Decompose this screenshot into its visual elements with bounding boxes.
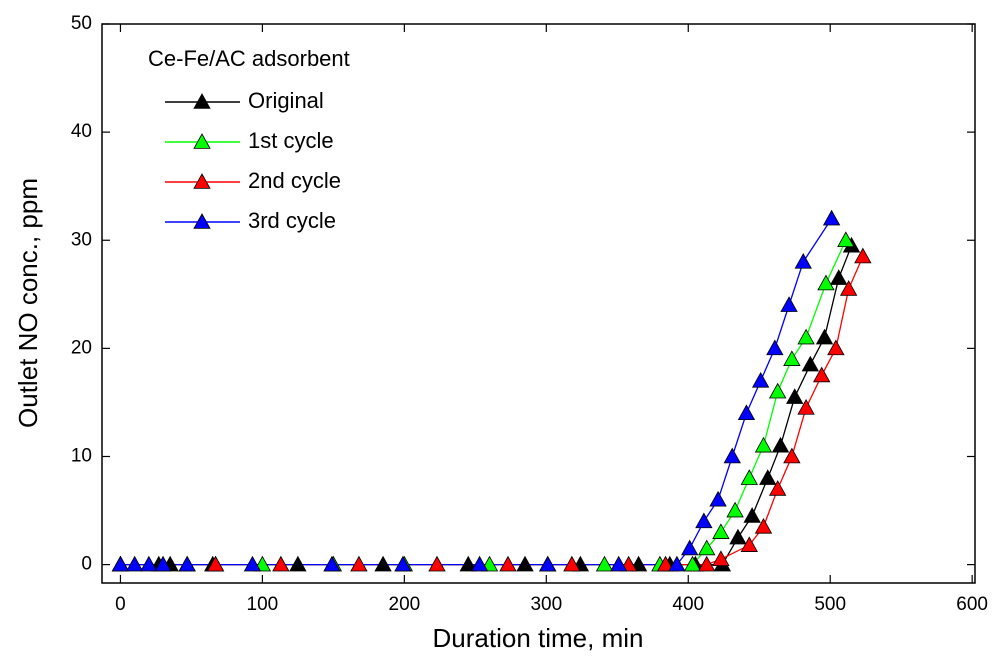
data-point <box>499 555 517 572</box>
data-point <box>771 436 790 453</box>
data-point <box>797 328 815 345</box>
data-point <box>394 555 412 572</box>
data-point <box>797 399 815 415</box>
data-point <box>680 539 699 556</box>
x-tick-label: 600 <box>956 594 988 615</box>
y-tick-label: 40 <box>71 121 92 142</box>
data-point <box>737 404 756 421</box>
legend-label: 2nd cycle <box>248 168 341 193</box>
data-point <box>111 555 130 572</box>
data-point <box>780 296 798 312</box>
x-tick-label: 0 <box>115 594 126 615</box>
data-point <box>813 366 831 383</box>
data-point <box>698 539 716 556</box>
y-tick-label: 50 <box>71 13 92 34</box>
data-point <box>759 469 777 485</box>
data-point <box>470 555 489 572</box>
data-point <box>178 555 196 572</box>
data-point <box>323 555 341 572</box>
data-point <box>516 555 534 572</box>
data-point <box>243 555 262 572</box>
plot-frame <box>101 23 976 584</box>
data-point <box>751 371 770 388</box>
x-tick-label: 100 <box>247 594 279 615</box>
data-point <box>712 550 730 567</box>
data-point <box>740 536 758 552</box>
y-tick-label: 30 <box>71 229 92 250</box>
data-point <box>289 555 307 572</box>
data-point <box>817 274 835 291</box>
data-point <box>754 436 773 453</box>
legend-marker <box>193 173 211 189</box>
data-point <box>729 528 747 545</box>
x-tick-label: 200 <box>389 594 421 615</box>
data-point <box>428 555 446 572</box>
data-point <box>769 480 787 496</box>
data-point <box>595 555 614 572</box>
data-point <box>656 555 675 572</box>
legend-marker <box>193 133 211 149</box>
data-point <box>827 339 845 356</box>
data-point <box>459 555 477 572</box>
data-point <box>794 253 812 269</box>
series-line <box>120 218 833 566</box>
x-tick-label: 300 <box>530 594 562 615</box>
legend-title: Ce-Fe/AC adsorbent <box>148 46 350 71</box>
data-point <box>125 555 144 572</box>
y-axis-title: Outlet NO conc., ppm <box>13 178 43 428</box>
data-point <box>206 555 225 572</box>
legend-label: Original <box>248 88 324 113</box>
x-tick-label: 400 <box>672 594 704 615</box>
legend-marker <box>193 93 211 109</box>
legend-label: 3rd cycle <box>248 208 336 233</box>
data-point <box>830 269 848 285</box>
data-point <box>563 555 581 572</box>
data-point <box>839 280 858 296</box>
data-point <box>740 469 758 485</box>
data-point <box>350 555 368 572</box>
data-point <box>783 447 801 464</box>
data-point <box>815 328 834 345</box>
x-axis-title: Duration time, min <box>433 623 644 653</box>
data-point <box>272 555 290 572</box>
data-point <box>668 555 686 572</box>
data-point <box>766 339 784 356</box>
data-point <box>698 555 716 572</box>
data-point <box>854 247 872 264</box>
data-point <box>786 388 804 404</box>
y-tick-label: 10 <box>71 446 92 467</box>
data-point <box>743 507 761 523</box>
y-tick-label: 0 <box>81 554 92 575</box>
y-tick-label: 20 <box>71 337 92 358</box>
legend-label: 1st cycle <box>248 128 334 153</box>
data-point <box>140 555 158 572</box>
data-point <box>709 490 727 507</box>
data-point <box>712 523 730 539</box>
data-point <box>726 501 744 518</box>
data-point <box>754 517 773 534</box>
data-point <box>837 231 855 248</box>
data-point <box>769 382 787 399</box>
data-point <box>783 350 801 366</box>
data-point <box>683 555 702 572</box>
data-point <box>539 555 557 572</box>
legend-marker <box>193 213 211 229</box>
data-point <box>374 555 392 572</box>
data-point <box>154 555 172 572</box>
data-point <box>801 355 820 372</box>
data-point <box>695 512 713 529</box>
data-point <box>822 209 841 226</box>
data-point <box>610 555 628 572</box>
data-point <box>723 447 741 464</box>
x-tick-label: 500 <box>814 594 846 615</box>
